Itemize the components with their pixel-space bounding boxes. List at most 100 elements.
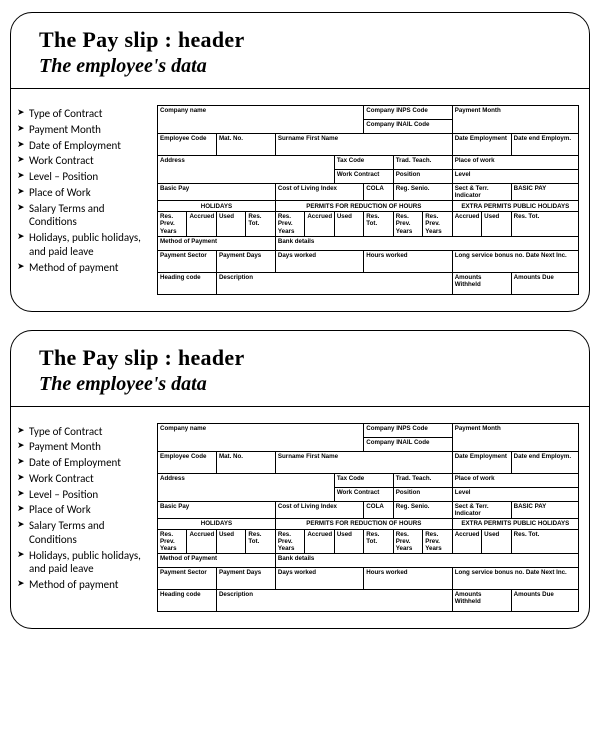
cell-address: Address (158, 156, 335, 184)
cell-level: Level (452, 170, 578, 184)
cell-h-tot: Res. Tot. (246, 529, 275, 553)
card-subtitle: The employee's data (39, 55, 561, 78)
cell-e-acc: Accrued (452, 212, 481, 236)
cell-h-acc: Accrued (187, 529, 216, 553)
cell-holidays-h: HOLIDAYS (158, 518, 276, 529)
cell-sect: Sect & Terr. Indicator (452, 501, 511, 518)
cell-e-res2: Res. Prev. Years (423, 212, 452, 236)
payslip-form-table: Company name Company INPS Code Payment M… (157, 105, 579, 295)
cell-e-res2: Res. Prev. Years (423, 529, 452, 553)
cell-basic-pay-l: Basic Pay (158, 184, 276, 201)
cell-hours: Hours worked (364, 568, 452, 590)
cell-withheld: Amounts Withheld (452, 272, 511, 294)
cell-tax-code: Tax Code (334, 473, 393, 487)
bullet-item: Type of Contract (17, 107, 151, 121)
cell-days-worked: Days worked (275, 250, 363, 272)
cell-inail: Company INAIL Code (364, 437, 452, 451)
cell-mat-no: Mat. No. (216, 451, 275, 473)
cell-sector: Payment Sector (158, 250, 217, 272)
bullet-item: Place of Work (17, 186, 151, 200)
cell-company-name: Company name (158, 106, 364, 134)
payslip-card: The Pay slip : header The employee's dat… (10, 12, 590, 312)
cell-date-end: Date end Employm. (511, 134, 578, 156)
cell-coli: Cost of Living Index (275, 501, 363, 518)
cell-extra-h: EXTRA PERMITS PUBLIC HOLIDAYS (452, 201, 578, 212)
cell-bank: Bank details (275, 236, 578, 250)
cell-cola: COLA (364, 501, 393, 518)
cell-date-emp: Date Employment (452, 134, 511, 156)
cell-sector: Payment Sector (158, 568, 217, 590)
cell-withheld: Amounts Withheld (452, 590, 511, 612)
cell-inps: Company INPS Code (364, 106, 452, 120)
cell-level: Level (452, 487, 578, 501)
cell-tax-code: Tax Code (334, 156, 393, 170)
cell-desc: Description (216, 272, 452, 294)
cell-e-acc: Accrued (452, 529, 481, 553)
cell-position: Position (393, 170, 452, 184)
bullet-item: Level – Position (17, 170, 151, 184)
cell-payment-month: Payment Month (452, 106, 578, 134)
card-header: The Pay slip : header The employee's dat… (11, 13, 589, 89)
cell-h-tot: Res. Tot. (246, 212, 275, 236)
cell-method: Method of Payment (158, 554, 276, 568)
cell-p-tot: Res. Tot. (364, 529, 393, 553)
bullet-item: Payment Month (17, 123, 151, 137)
cell-h-used: Used (216, 529, 245, 553)
cell-lsb: Long service bonus no. Date Next Inc. (452, 250, 578, 272)
cell-basic-pay-r: BASIC PAY (511, 501, 578, 518)
cell-extra-h: EXTRA PERMITS PUBLIC HOLIDAYS (452, 518, 578, 529)
cell-trade: Trad. Teach. (393, 473, 452, 487)
cell-p-acc: Accrued (305, 212, 334, 236)
cell-inail: Company INAIL Code (364, 120, 452, 134)
card-header: The Pay slip : header The employee's dat… (11, 331, 589, 407)
cell-e-used: Used (482, 212, 511, 236)
cell-work-contract: Work Contract (334, 170, 393, 184)
card-title: The Pay slip : header (39, 27, 561, 53)
cell-place: Place of work (452, 473, 578, 487)
cell-cola: COLA (364, 184, 393, 201)
cell-emp-code: Employee Code (158, 451, 217, 473)
cell-coli: Cost of Living Index (275, 184, 363, 201)
cell-pay-days: Payment Days (216, 250, 275, 272)
cell-permits-h: PERMITS FOR REDUCTION OF HOURS (275, 518, 452, 529)
card-body: Type of Contract Payment Month Date of E… (11, 407, 589, 629)
cell-permits-h: PERMITS FOR REDUCTION OF HOURS (275, 201, 452, 212)
cell-p-res: Res. Prev. Years (275, 529, 304, 553)
cell-p-tot: Res. Tot. (364, 212, 393, 236)
cell-h-res: Res. Prev. Years (158, 212, 187, 236)
bullet-item: Place of Work (17, 503, 151, 517)
form-preview: Company name Company INPS Code Payment M… (157, 423, 579, 613)
payslip-card: The Pay slip : header The employee's dat… (10, 330, 590, 630)
bullet-item: Salary Terms and Conditions (17, 202, 151, 230)
card-body: Type of Contract Payment Month Date of E… (11, 89, 589, 311)
cell-surname: Surname First Name (275, 451, 452, 473)
bullet-item: Payment Month (17, 440, 151, 454)
bullet-list: Type of Contract Payment Month Date of E… (17, 423, 157, 594)
card-title: The Pay slip : header (39, 345, 561, 371)
cell-payment-month: Payment Month (452, 423, 578, 451)
cell-trade: Trad. Teach. (393, 156, 452, 170)
cell-basic-pay-l: Basic Pay (158, 501, 276, 518)
cell-e-res: Res. Prev. Years (393, 529, 422, 553)
cell-basic-pay-r: BASIC PAY (511, 184, 578, 201)
cell-heading: Heading code (158, 272, 217, 294)
cell-e-tot: Res. Tot. (511, 529, 578, 553)
cell-days-worked: Days worked (275, 568, 363, 590)
cell-hours: Hours worked (364, 250, 452, 272)
bullet-item: Level – Position (17, 488, 151, 502)
cell-e-tot: Res. Tot. (511, 212, 578, 236)
bullet-item: Method of payment (17, 578, 151, 592)
bullet-list: Type of Contract Payment Month Date of E… (17, 105, 157, 276)
cell-reg-sen: Reg. Senio. (393, 501, 452, 518)
cell-p-acc: Accrued (305, 529, 334, 553)
cell-company-name: Company name (158, 423, 364, 451)
bullet-item: Date of Employment (17, 456, 151, 470)
cell-p-used: Used (334, 212, 363, 236)
bullet-item: Holidays, public holidays, and paid leav… (17, 549, 151, 577)
form-preview: Company name Company INPS Code Payment M… (157, 105, 579, 295)
cell-h-used: Used (216, 212, 245, 236)
cell-inps: Company INPS Code (364, 423, 452, 437)
bullet-item: Salary Terms and Conditions (17, 519, 151, 547)
cell-holidays-h: HOLIDAYS (158, 201, 276, 212)
bullet-item: Work Contract (17, 472, 151, 486)
